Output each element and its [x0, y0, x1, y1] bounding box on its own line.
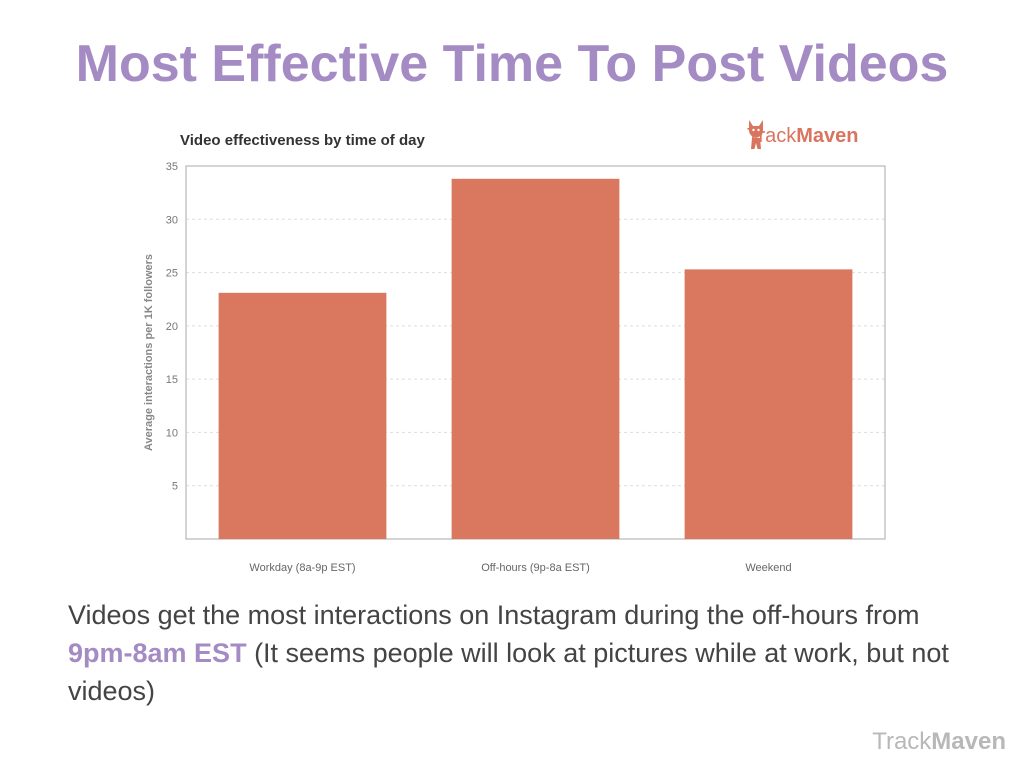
chart-title: Video effectiveness by time of day: [180, 132, 425, 149]
y-axis-label: Average interactions per 1K followers: [143, 254, 155, 451]
x-tick-label: Workday (8a-9p EST): [249, 562, 355, 574]
bar-2: [451, 178, 620, 539]
y-tick-label: 20: [166, 321, 178, 333]
caption-highlight: 9pm-8am EST: [68, 638, 247, 668]
slide-caption: Videos get the most interactions on Inst…: [68, 596, 968, 710]
footer-brand: TrackMaven: [872, 728, 1006, 755]
y-tick-label: 30: [166, 214, 178, 226]
bar-1: [218, 292, 387, 539]
bar-chart: 5 10 15 20 25 30 35 Workday (8a-9p EST) Off-hour…: [143, 161, 886, 574]
y-tick-label: 25: [166, 268, 178, 280]
y-tick-label: 10: [166, 427, 178, 439]
chart-container: 5 10 15 20 25 30 35 Workday (8a-9p EST) Off-hour…: [130, 110, 900, 590]
y-tick-label: 35: [166, 161, 178, 173]
y-tick-label: 15: [166, 374, 178, 386]
y-tick-label: 5: [172, 481, 178, 493]
corgi-dog-icon: [749, 120, 763, 149]
trackmaven-logo: TrackMaven: [744, 116, 859, 156]
x-tick-label: Weekend: [745, 562, 791, 574]
slide-title: Most Effective Time To Post Videos: [75, 35, 949, 93]
x-tick-label: Off-hours (9p-8a EST): [481, 562, 590, 574]
caption-text-start: Videos get the most interactions on Inst…: [68, 600, 920, 630]
bar-3: [684, 269, 853, 539]
caption-text-end: (It seems people will look at pictures w…: [68, 638, 949, 706]
